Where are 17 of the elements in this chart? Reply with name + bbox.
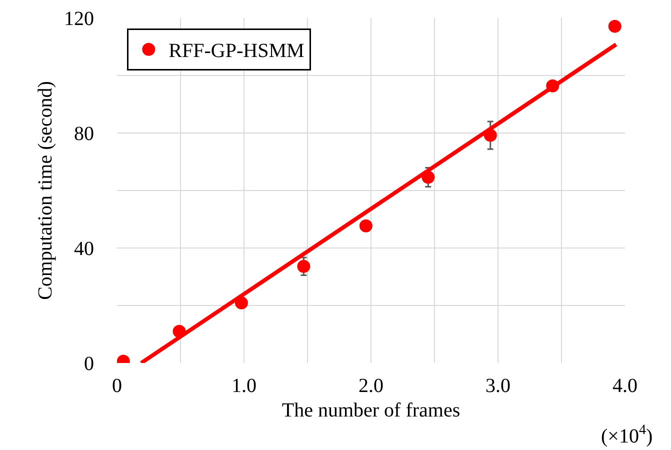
y-tick-label: 120: [64, 8, 94, 30]
x-tick-label: 3.0: [486, 375, 510, 397]
y-axis-title: Computation time (second): [34, 81, 56, 300]
x-tick-label: 4.0: [612, 375, 638, 397]
x-tick-label: 2.0: [358, 375, 384, 397]
x-tick-label: 0: [112, 375, 122, 397]
point: [359, 219, 372, 232]
y-tick-label: 40: [74, 238, 94, 260]
legend-label: RFF-GP-HSMM: [168, 40, 304, 62]
x-tick-label: 1.0: [232, 375, 256, 397]
point: [608, 20, 622, 33]
x-axis-title: The number of frames: [282, 400, 460, 422]
point: [234, 296, 248, 310]
text: (×10$^{4}$): [601, 423, 653, 448]
y-tick-label: 80: [74, 123, 94, 145]
point: [297, 260, 310, 273]
y-tick-label: 0: [84, 353, 94, 375]
